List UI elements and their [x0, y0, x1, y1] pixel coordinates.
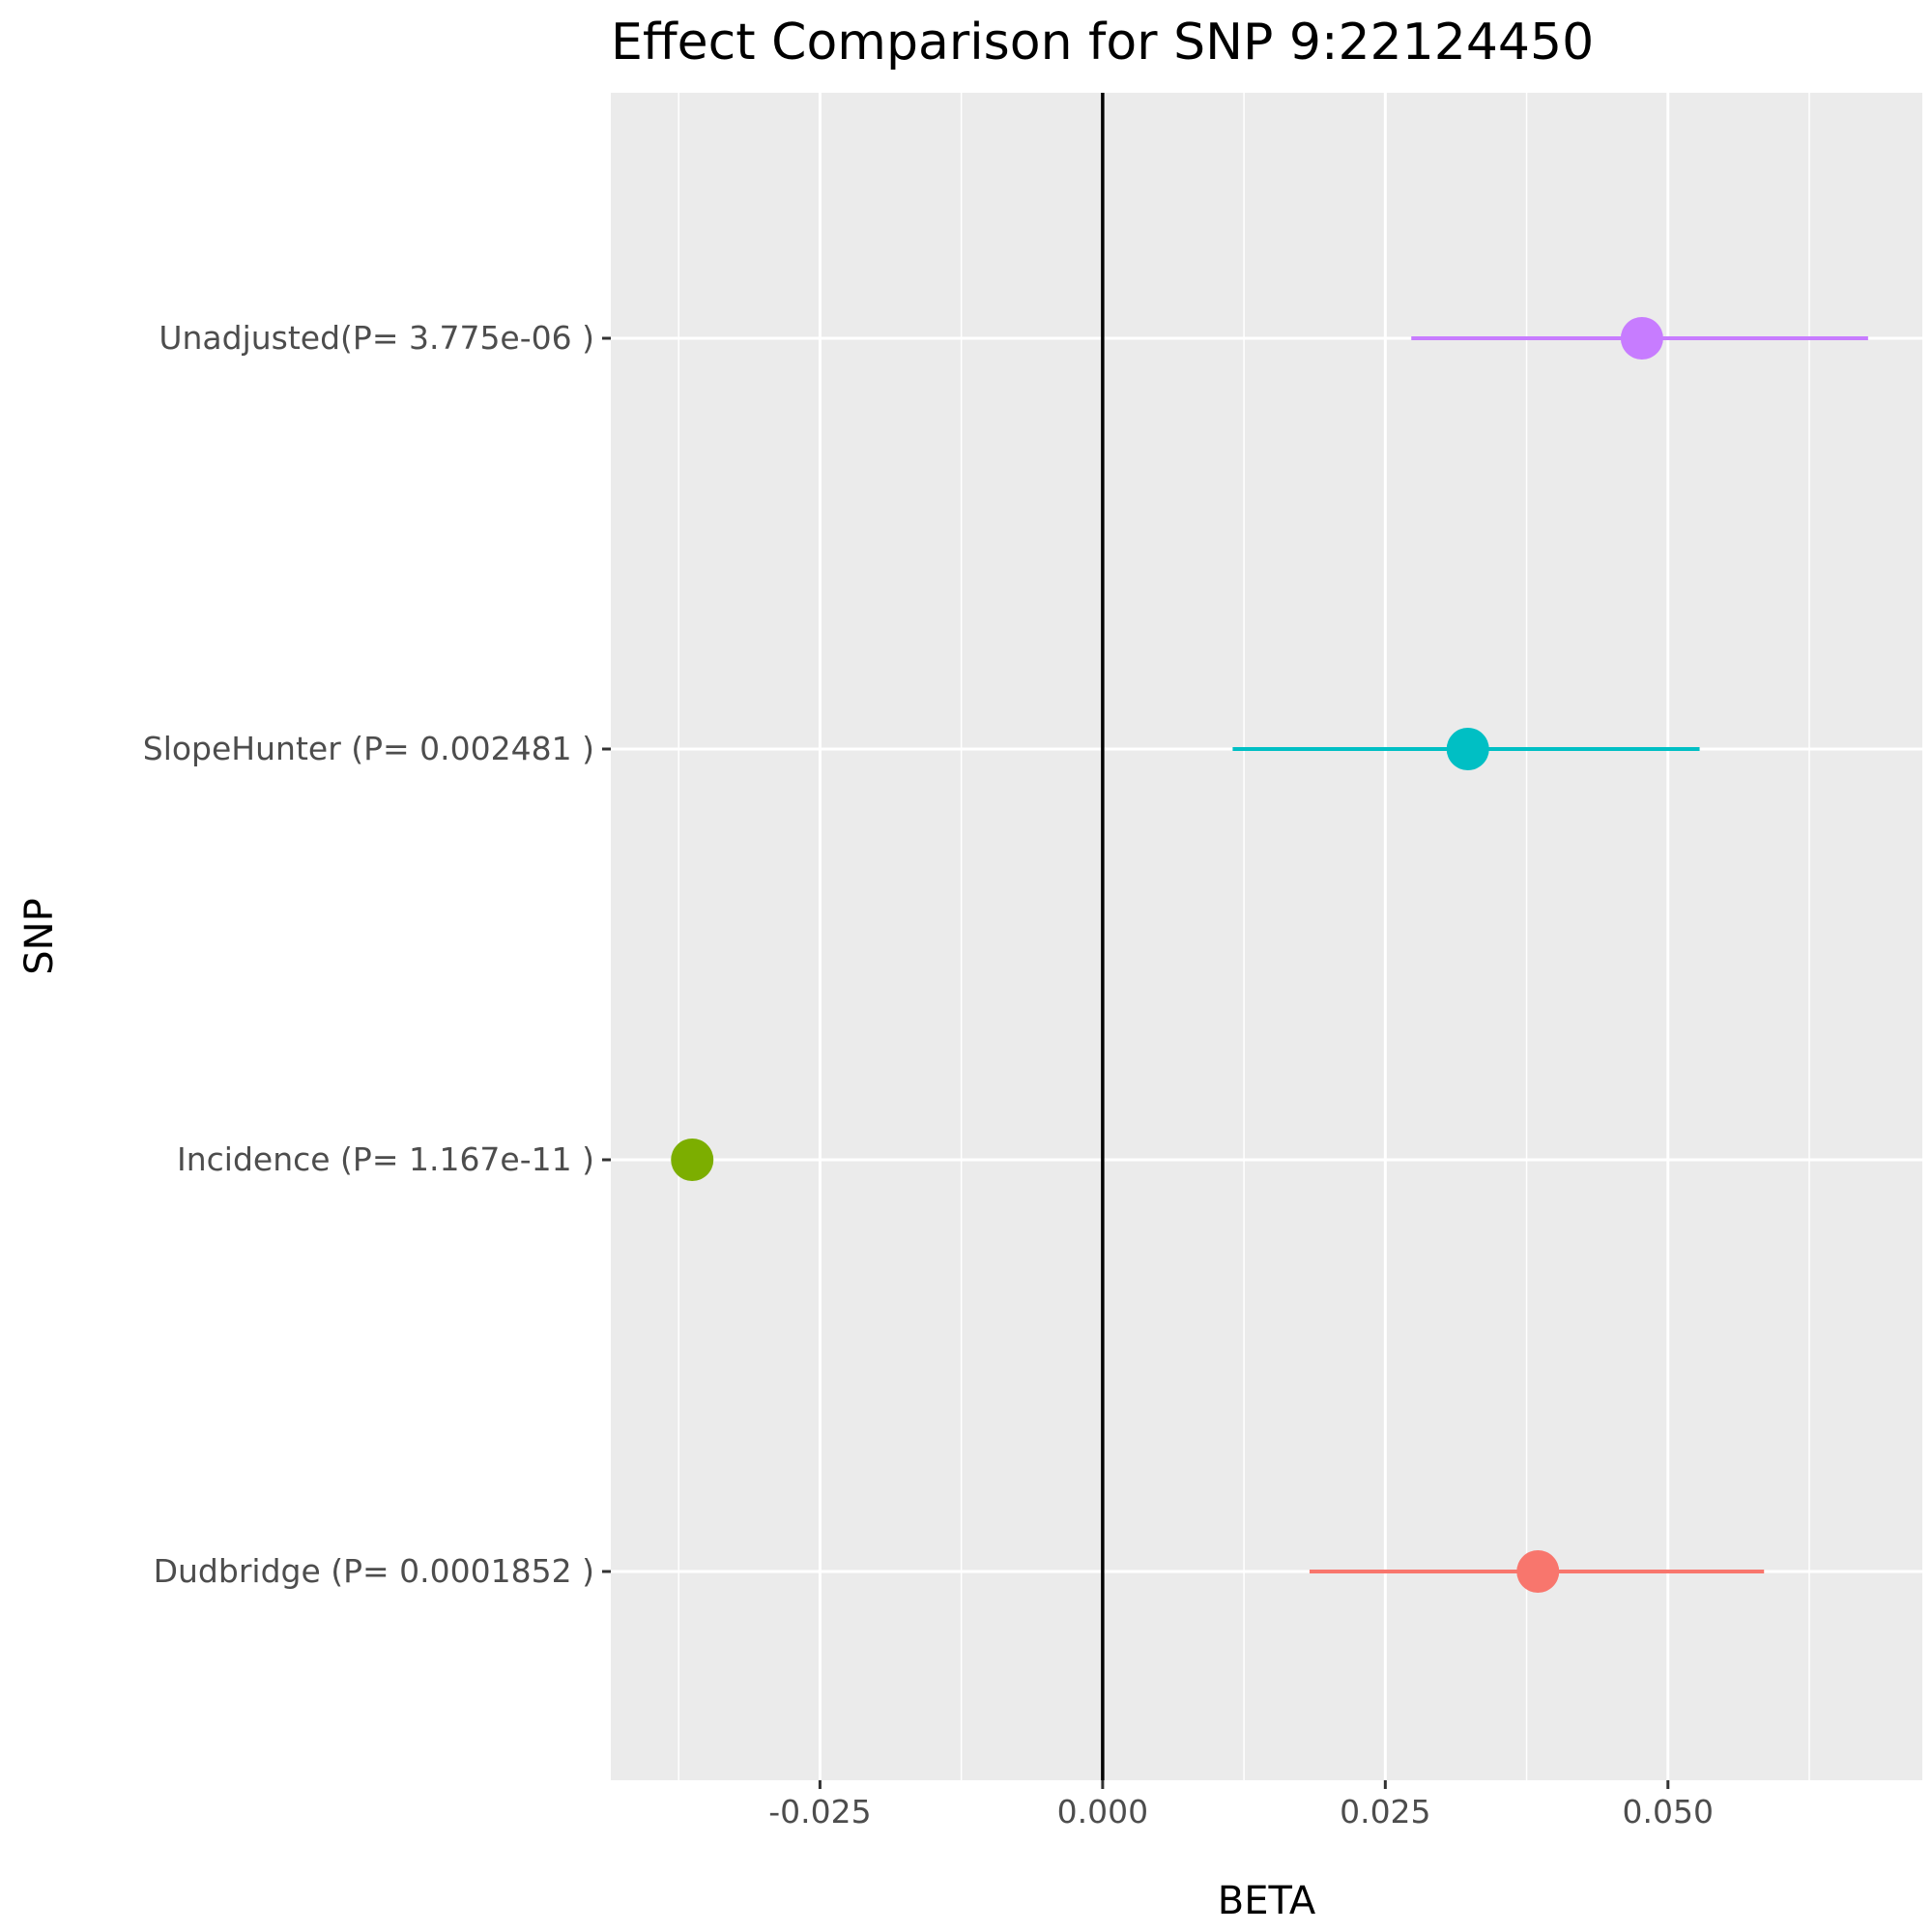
data-point [1516, 1550, 1560, 1593]
y-axis-title: SNP [17, 898, 62, 974]
chart-title: Effect Comparison for SNP 9:22124450 [611, 14, 1595, 72]
data-point [1620, 317, 1663, 360]
axes: -0.025 0.000 0.025 0.050 Dudbridge (P= 0.000… [143, 319, 1714, 1831]
x-tick-label: 0.050 [1623, 1793, 1714, 1831]
data-point [1446, 728, 1489, 770]
data-points [671, 317, 1663, 1593]
x-tick-label: -0.025 [768, 1793, 871, 1831]
y-tick-label: Incidence (P= 1.167e-11 ) [177, 1140, 594, 1178]
x-tick-label: 0.000 [1057, 1793, 1148, 1831]
y-tick-label: SlopeHunter (P= 0.002481 ) [143, 730, 594, 767]
x-axis-title: BETA [1218, 1879, 1316, 1923]
data-point [671, 1139, 714, 1181]
y-tick-label: Dudbridge (P= 0.0001852 ) [154, 1552, 594, 1590]
y-tick-label: Unadjusted(P= 3.775e-06 ) [159, 319, 594, 357]
plot-panel [611, 93, 1922, 1780]
x-tick-label: 0.025 [1340, 1793, 1430, 1831]
